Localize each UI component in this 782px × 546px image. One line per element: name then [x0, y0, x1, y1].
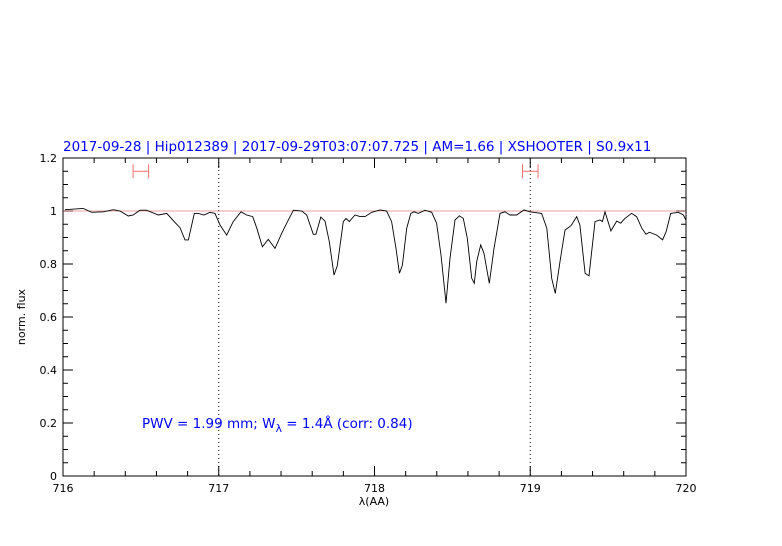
spectrum-line [64, 207, 687, 304]
x-tick-label: 716 [53, 482, 74, 495]
annotation-suffix: = 1.4Å (corr: 0.84) [282, 415, 413, 432]
y-tick-label: 0 [50, 470, 57, 483]
x-axis-label: λ(AA) [359, 495, 389, 508]
annotation-subscript: λ [275, 422, 282, 435]
y-tick-label: 0.6 [40, 311, 58, 324]
y-axis-label: norm. flux [15, 288, 28, 345]
x-tick-label: 717 [208, 482, 229, 495]
x-tick-label: 718 [364, 482, 385, 495]
error-bar [521, 164, 539, 179]
annotation-prefix: PWV = 1.99 mm; W [142, 416, 275, 432]
y-tick-label: 1.2 [40, 152, 58, 165]
y-tick-label: 1 [50, 205, 57, 218]
x-tick-label: 720 [676, 482, 697, 495]
x-tick-label: 719 [520, 482, 541, 495]
axes: 716 717 718 719 720 0 0.2 0.4 0.6 0.8 1 1.2 [40, 152, 697, 495]
pwv-annotation: PWV = 1.99 mm; Wλ = 1.4Å (corr: 0.84) [142, 415, 413, 435]
chart-title: 2017-09-28 | Hip012389 | 2017-09-29T03:0… [63, 139, 651, 155]
y-tick-label: 0.4 [40, 364, 58, 377]
y-tick-label: 0.2 [40, 417, 58, 430]
y-tick-label: 0.8 [40, 258, 58, 271]
marks [63, 158, 687, 476]
error-bar [132, 164, 150, 179]
